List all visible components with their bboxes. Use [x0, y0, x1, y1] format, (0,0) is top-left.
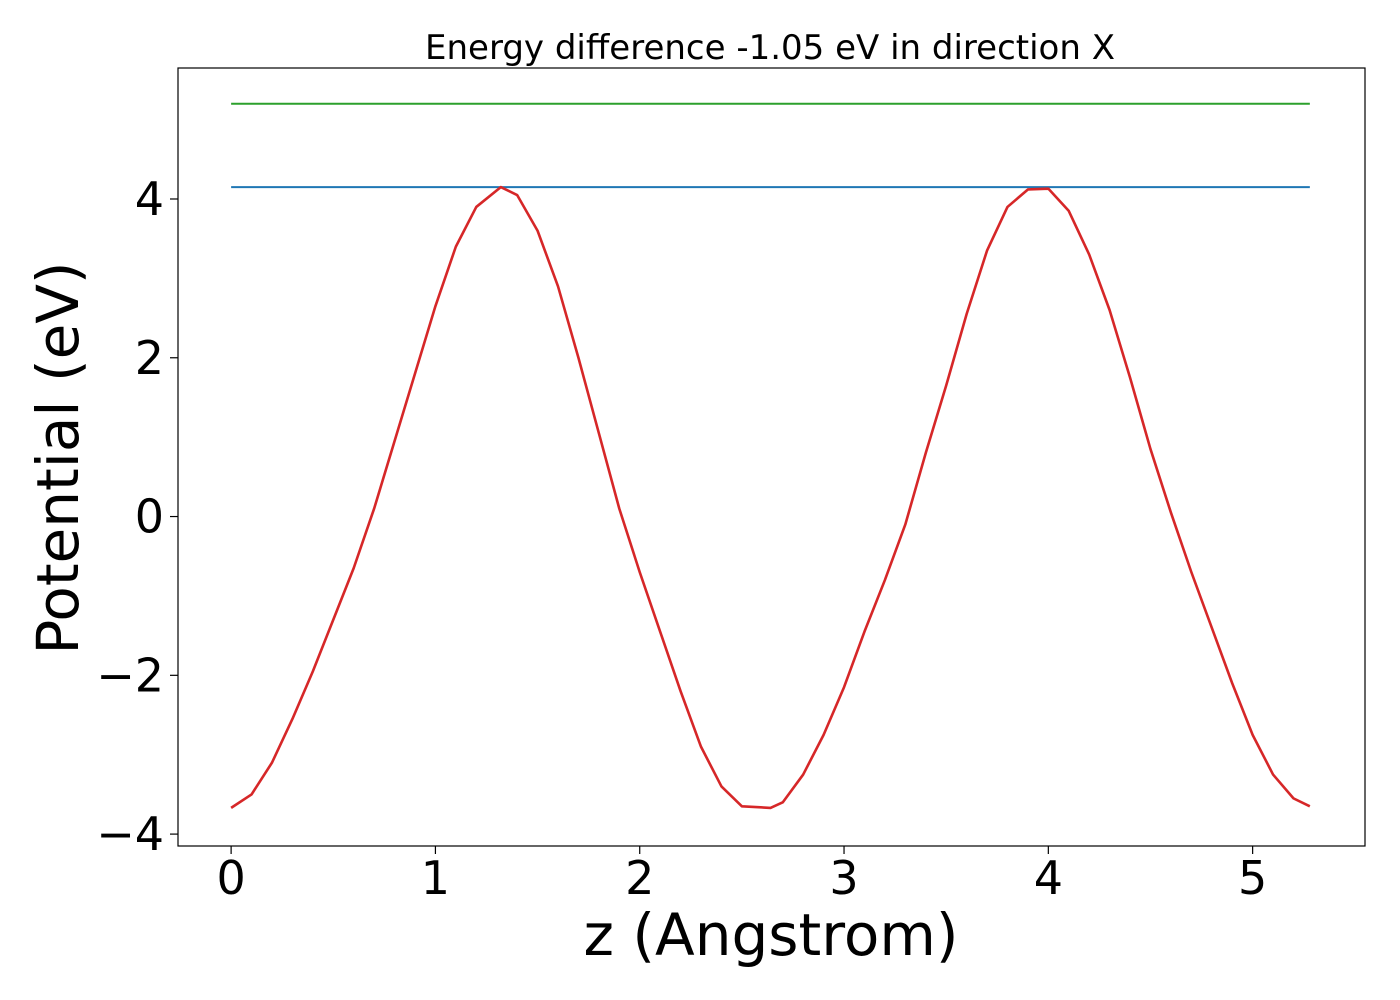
- series-line-3: [230, 185, 1311, 810]
- y-tick-label: 2: [135, 331, 164, 385]
- x-tick-label: 2: [625, 851, 654, 905]
- y-tick-label: −4: [96, 807, 164, 861]
- y-tick-label: −2: [96, 648, 164, 702]
- x-tick-label: 1: [421, 851, 450, 905]
- x-tick-label: 4: [1034, 851, 1063, 905]
- plot-series: [230, 102, 1311, 810]
- x-axis-ticks: 0 1 2 3 4 5: [216, 846, 1267, 905]
- chart-title: Energy difference -1.05 eV in direction …: [425, 28, 1115, 68]
- plot-frame: [177, 67, 1366, 847]
- y-tick-label: 0: [135, 490, 164, 544]
- x-axis-label: z (Angstrom): [584, 901, 959, 969]
- x-tick-label: 5: [1238, 851, 1267, 905]
- y-tick-label: 4: [135, 172, 164, 226]
- x-tick-label: 0: [216, 851, 245, 905]
- y-axis-label: Potential (eV): [24, 261, 92, 654]
- y-axis-ticks: −4 −2 0 2 4: [96, 172, 178, 861]
- x-tick-label: 3: [829, 851, 858, 905]
